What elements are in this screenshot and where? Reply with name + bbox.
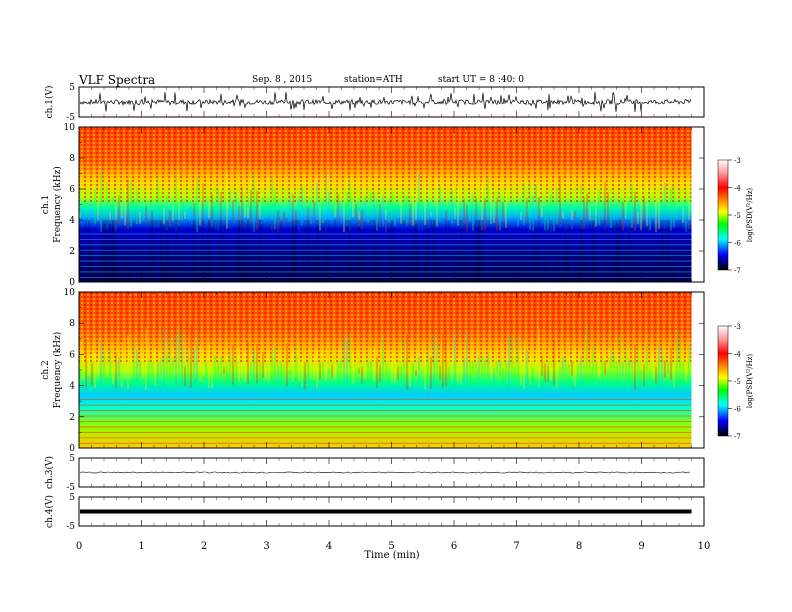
colorbar-tick-label: -3 bbox=[734, 157, 741, 165]
colorbar-tick-label: -3 bbox=[734, 323, 741, 331]
y-tick-label: 8 bbox=[69, 154, 75, 164]
date-label: Sep. 8 , 2015 bbox=[252, 75, 313, 85]
ch2-spectrogram-streaks bbox=[79, 292, 704, 448]
y-axis-label: ch.3(V) bbox=[44, 456, 55, 489]
x-tick-label: 10 bbox=[698, 541, 711, 552]
ch3-waveform-trace bbox=[79, 471, 691, 474]
station-label: station=ATH bbox=[344, 75, 403, 85]
y-tick-label: 4 bbox=[69, 216, 75, 226]
y-tick-label: -5 bbox=[66, 483, 75, 493]
y-tick-label: -5 bbox=[66, 522, 75, 532]
axis-ticks bbox=[78, 86, 732, 527]
y-tick-label: 0 bbox=[69, 444, 75, 454]
ch1-spectrogram-texture bbox=[79, 127, 692, 202]
x-axis-label: Time (min) bbox=[364, 550, 419, 561]
x-tick-label: 0 bbox=[76, 541, 82, 552]
colorbar-tick-label: -4 bbox=[734, 185, 741, 193]
ch2-colorbar-gradient bbox=[717, 325, 729, 437]
colorbar-tick-label: -7 bbox=[734, 267, 741, 275]
colorbar-tick-label: -6 bbox=[734, 240, 741, 248]
y-tick-label: 2 bbox=[69, 247, 75, 257]
y-tick-label: 6 bbox=[69, 185, 75, 195]
spectrogram-no-data bbox=[691, 127, 704, 282]
y-axis-label-channel: ch.2 bbox=[41, 360, 51, 379]
x-tick-label: 1 bbox=[138, 541, 144, 552]
ch2-colorbar bbox=[717, 325, 729, 437]
colorbar-label: log(PSD(V²/Hz) bbox=[746, 188, 754, 243]
colorbar-tick-label: -5 bbox=[734, 378, 741, 386]
y-tick-label: 5 bbox=[69, 493, 75, 503]
y-tick-label: 0 bbox=[69, 278, 75, 288]
colorbar-tick-label: -7 bbox=[734, 433, 741, 441]
y-axis-label-frequency: Frequency (kHz) bbox=[52, 166, 63, 243]
ch2-spectrogram-texture bbox=[79, 292, 692, 362]
x-tick-label: 2 bbox=[201, 541, 207, 552]
y-tick-label: -5 bbox=[66, 113, 75, 123]
y-axis-label-frequency: Frequency (kHz) bbox=[52, 332, 63, 409]
y-tick-label: 10 bbox=[64, 288, 76, 298]
y-tick-label: 10 bbox=[64, 123, 76, 133]
x-tick-label: 3 bbox=[263, 541, 269, 552]
y-tick-label: 8 bbox=[69, 319, 75, 329]
y-tick-label: 4 bbox=[69, 382, 75, 392]
y-tick-label: 5 bbox=[69, 83, 75, 93]
y-axis-label: ch.1(V) bbox=[44, 86, 55, 119]
y-axis-label-channel: ch.1 bbox=[41, 195, 51, 214]
x-tick-label: 6 bbox=[451, 541, 457, 552]
x-tick-label: 7 bbox=[513, 541, 519, 552]
chart-title: VLF Spectra bbox=[79, 73, 156, 87]
ch1-colorbar-gradient bbox=[717, 159, 729, 271]
ch1-spectrogram-streaks bbox=[79, 127, 704, 282]
y-tick-label: 2 bbox=[69, 413, 75, 423]
ch1-colorbar bbox=[717, 159, 729, 271]
colorbar-tick-label: -5 bbox=[734, 212, 741, 220]
y-tick-label: 5 bbox=[69, 454, 75, 464]
ch1-waveform-trace bbox=[79, 91, 692, 113]
ch2-spectrogram-panel bbox=[78, 291, 705, 449]
ch1-spectrogram-panel bbox=[78, 126, 705, 283]
y-tick-label: 6 bbox=[69, 350, 75, 360]
x-tick-label: 8 bbox=[576, 541, 582, 552]
x-tick-label: 5 bbox=[388, 541, 394, 552]
x-tick-label: 4 bbox=[326, 541, 332, 552]
start-time-label: start UT = 8 :40: 0 bbox=[438, 75, 524, 85]
colorbar-tick-label: -4 bbox=[734, 351, 741, 359]
colorbar-tick-label: -6 bbox=[734, 406, 741, 414]
spectrogram-no-data bbox=[691, 292, 704, 448]
x-tick-label: 9 bbox=[638, 541, 644, 552]
y-axis-label: ch.4(V) bbox=[44, 495, 55, 528]
colorbar-label: log(PSD(V²/Hz) bbox=[746, 354, 754, 409]
